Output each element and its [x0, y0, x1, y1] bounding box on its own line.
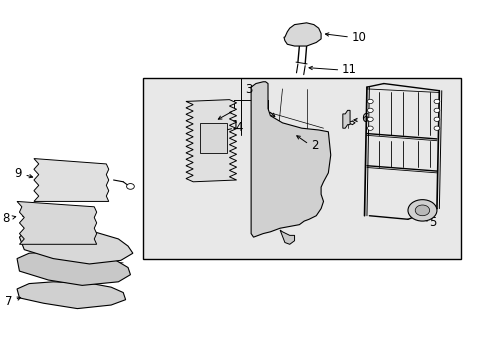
Text: 2: 2	[311, 139, 318, 152]
Bar	[200, 123, 226, 153]
Text: 10: 10	[351, 31, 366, 44]
Text: 7: 7	[5, 295, 12, 308]
Circle shape	[407, 200, 436, 221]
FancyBboxPatch shape	[142, 78, 460, 258]
Circle shape	[433, 126, 439, 130]
Polygon shape	[20, 228, 133, 264]
Text: 4: 4	[235, 121, 243, 134]
Text: 3: 3	[244, 83, 252, 96]
Polygon shape	[185, 100, 236, 182]
Text: 5: 5	[428, 216, 435, 229]
Polygon shape	[17, 251, 130, 285]
Text: 6: 6	[361, 112, 368, 125]
Polygon shape	[284, 23, 321, 46]
Polygon shape	[34, 158, 108, 202]
Text: 8: 8	[2, 212, 10, 225]
Circle shape	[414, 205, 429, 216]
Polygon shape	[17, 202, 97, 244]
Circle shape	[366, 117, 372, 121]
Circle shape	[126, 184, 134, 189]
Circle shape	[433, 117, 439, 121]
Polygon shape	[342, 111, 349, 128]
Circle shape	[366, 126, 372, 130]
Polygon shape	[280, 230, 294, 244]
Text: 9: 9	[14, 167, 22, 180]
Circle shape	[366, 99, 372, 104]
Polygon shape	[251, 82, 330, 237]
Polygon shape	[17, 282, 125, 309]
Text: 11: 11	[341, 63, 356, 76]
Circle shape	[433, 99, 439, 104]
Text: 1: 1	[231, 119, 239, 132]
Circle shape	[433, 108, 439, 112]
Circle shape	[366, 108, 372, 112]
